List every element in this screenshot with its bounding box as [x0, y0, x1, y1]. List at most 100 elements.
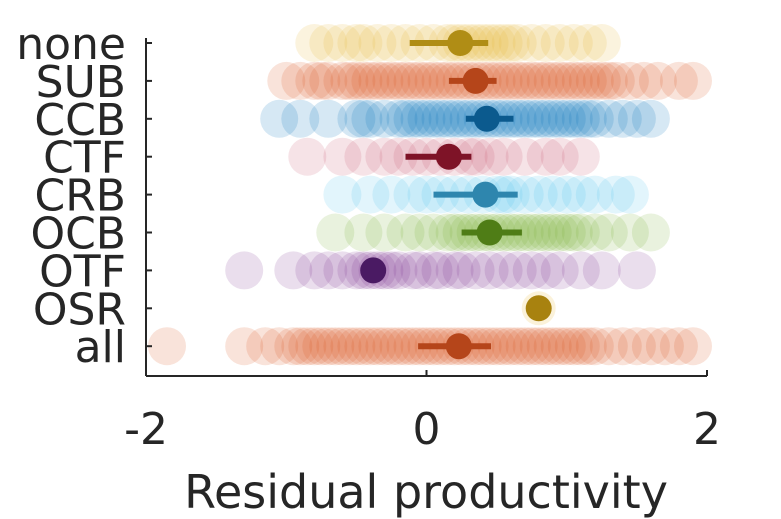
data-point	[407, 175, 446, 214]
data-point	[337, 99, 376, 138]
x-tick-labels: -2 0 2	[124, 404, 721, 455]
data-point	[589, 327, 628, 366]
data-point	[547, 175, 586, 214]
data-point	[519, 175, 558, 214]
data-point	[288, 327, 327, 366]
data-point	[512, 24, 551, 62]
data-point	[267, 61, 306, 100]
data-point	[533, 99, 572, 138]
data-point	[519, 61, 558, 100]
data-point	[379, 137, 418, 176]
data-point	[386, 24, 425, 62]
data-point	[295, 251, 334, 290]
data-point	[351, 61, 390, 100]
data-point	[309, 24, 348, 62]
data-point	[547, 99, 586, 138]
data-point	[400, 99, 439, 138]
data-point	[512, 61, 551, 100]
data-point	[540, 213, 579, 252]
data-point	[638, 61, 677, 100]
data-point	[554, 99, 593, 138]
data-point	[365, 327, 404, 366]
data-point	[386, 99, 425, 138]
data-point	[533, 327, 572, 366]
data-point	[372, 24, 411, 62]
data-point	[379, 327, 418, 366]
data-point	[365, 137, 404, 176]
data-point	[288, 137, 327, 176]
data-point	[260, 327, 299, 366]
data-point	[225, 327, 264, 366]
data-point	[421, 251, 460, 290]
data-point	[498, 61, 537, 100]
data-point	[442, 251, 481, 290]
data-point	[302, 61, 341, 100]
data-point	[561, 99, 600, 138]
mean-marker	[435, 143, 462, 170]
data-point	[547, 213, 586, 252]
data-point	[498, 24, 537, 62]
data-point	[505, 61, 544, 100]
data-point	[295, 61, 334, 100]
data-point	[575, 61, 614, 100]
data-point	[414, 213, 453, 252]
data-point	[281, 61, 320, 100]
data-point	[372, 327, 411, 366]
data-point	[568, 24, 607, 62]
data-point	[456, 251, 495, 290]
data-point	[491, 24, 530, 62]
data-point	[526, 251, 565, 290]
data-point	[484, 251, 523, 290]
category-label: OSR	[33, 284, 126, 335]
data-point	[295, 24, 334, 62]
data-point	[526, 137, 565, 176]
data-point	[225, 251, 264, 290]
data-point	[526, 24, 565, 62]
summary-markers	[360, 30, 552, 360]
axes	[145, 38, 708, 377]
data-point	[337, 61, 376, 100]
data-point	[624, 61, 663, 100]
data-point	[554, 327, 593, 366]
data-point	[323, 175, 362, 214]
data-point	[631, 213, 670, 252]
data-point	[344, 327, 383, 366]
data-point	[302, 327, 341, 366]
data-point	[561, 137, 600, 176]
data-point	[386, 61, 425, 100]
data-point	[379, 99, 418, 138]
data-point	[505, 327, 544, 366]
data-point	[575, 213, 614, 252]
mean-marker	[525, 295, 552, 322]
data-point	[274, 251, 313, 290]
data-point	[428, 213, 467, 252]
data-point	[491, 327, 530, 366]
data-point	[575, 175, 614, 214]
data-point	[582, 251, 621, 290]
data-point	[148, 327, 186, 366]
mean-marker	[445, 333, 472, 360]
data-point	[554, 24, 593, 62]
data-point	[365, 61, 404, 100]
data-point	[596, 175, 635, 214]
data-point	[631, 99, 670, 138]
data-point	[386, 327, 425, 366]
data-point	[674, 61, 712, 100]
data-point	[309, 61, 348, 100]
data-point	[421, 61, 460, 100]
data-point	[358, 327, 397, 366]
data-point	[561, 213, 600, 252]
data-point	[498, 327, 537, 366]
data-point	[470, 137, 509, 176]
data-point	[484, 24, 523, 62]
data-point	[659, 61, 698, 100]
data-point	[309, 327, 348, 366]
data-point	[344, 137, 383, 176]
data-point	[484, 61, 523, 100]
data-point	[330, 327, 369, 366]
data-point	[617, 327, 656, 366]
data-point	[561, 327, 600, 366]
data-point	[407, 99, 446, 138]
data-point	[421, 99, 460, 138]
